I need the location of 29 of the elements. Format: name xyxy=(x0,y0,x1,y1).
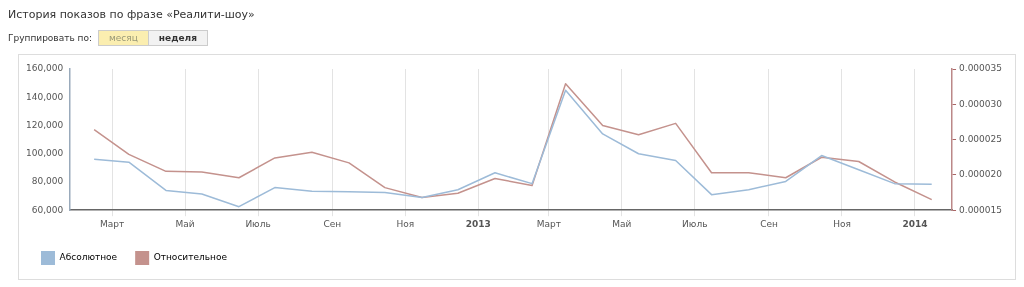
y-tick-label: 120,000 xyxy=(26,119,64,130)
x-tick-label: Ноя xyxy=(396,218,415,229)
y-tick-label: 100,000 xyxy=(26,148,64,159)
y-tick-label: 140,000 xyxy=(26,91,64,102)
y2-tick-label: 0.000015 xyxy=(959,204,1003,215)
x-tick-label: Май xyxy=(612,218,632,229)
x-tick-label: 2014 xyxy=(902,218,928,229)
x-tick-label: Июль xyxy=(245,218,271,229)
y2-tick-label: 0.000035 xyxy=(959,63,1003,74)
text: месяц xyxy=(98,30,149,46)
text: Группировать по: xyxy=(8,33,93,43)
y2-tick-label: 0.000030 xyxy=(959,98,1003,109)
y-tick-label: 60,000 xyxy=(31,204,64,215)
y-tick-label: 80,000 xyxy=(31,176,64,187)
x-tick-label: Ноя xyxy=(833,218,851,229)
x-tick-label: Март xyxy=(99,218,125,229)
x-tick-label: 2013 xyxy=(465,218,491,229)
legend-label: Абсолютное xyxy=(59,252,118,263)
x-tick-label: Сен xyxy=(760,218,778,229)
text: неделя xyxy=(148,30,208,46)
legend-label: Относительное xyxy=(153,252,228,263)
chart-title: История показов по фразе «Реалити-шоу» xyxy=(8,8,256,23)
y2-tick-label: 0.000025 xyxy=(959,133,1003,144)
x-tick-label: Март xyxy=(536,218,561,229)
y-tick-label: 160,000 xyxy=(26,63,64,74)
x-tick-label: Сен xyxy=(323,218,342,229)
x-tick-label: Май xyxy=(175,218,195,229)
x-tick-label: Июль xyxy=(682,218,708,229)
y2-tick-label: 0.000020 xyxy=(959,169,1003,180)
